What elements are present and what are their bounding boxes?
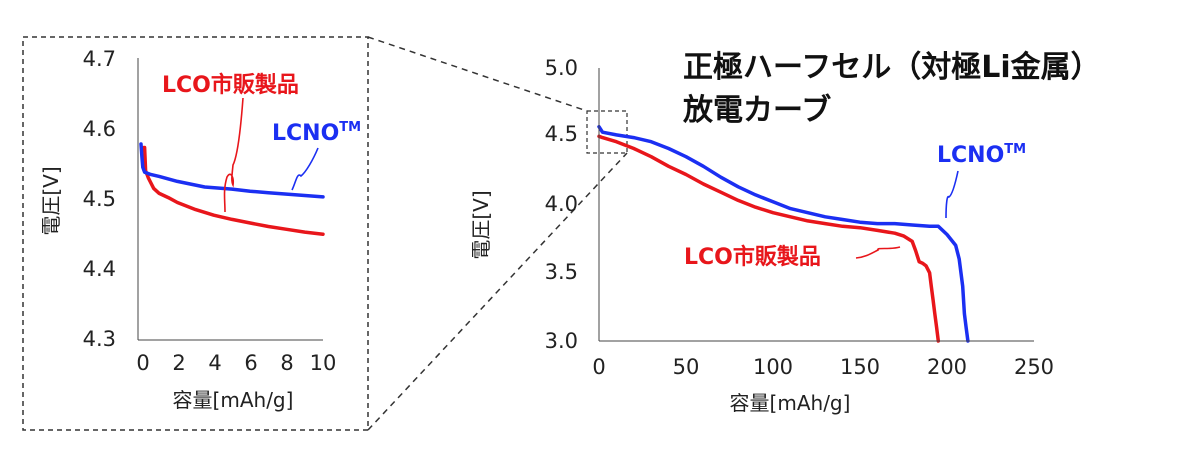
main-x-ticks: 0 50 100 150 200 250: [592, 355, 1054, 379]
main-chart: 正極ハーフセル（対極Li金属） 放電カーブ 5.0 4.5 4.0 3.5 3.…: [469, 50, 1101, 415]
inset-xtick-label: 10: [310, 351, 337, 375]
main-ytick-label: 3.5: [545, 260, 578, 284]
main-ytick-label: 3.0: [545, 329, 578, 353]
inset-lcno-label-sup: TM: [339, 120, 361, 135]
main-y-ticks: 5.0 4.5 4.0 3.5 3.0: [545, 56, 578, 353]
inset-lcno-leader: [291, 147, 319, 191]
inset-lcno-label: LCNOTM: [272, 120, 361, 146]
inset-lco-label: LCO市販製品: [162, 72, 299, 98]
main-xtick-label: 250: [1014, 355, 1054, 379]
chart-title-line-1: 正極ハーフセル（対極Li金属）: [683, 50, 1101, 85]
inset-lcno-label-base: LCNO: [272, 121, 339, 146]
inset-lco-leader: [223, 97, 244, 213]
main-xtick-label: 0: [592, 355, 605, 379]
inset-frame: [22, 36, 369, 431]
main-series-line-lcno: [597, 124, 970, 343]
main-xtick-label: 200: [927, 355, 967, 379]
inset-x-axis-label: 容量[mAh/g]: [173, 388, 294, 412]
main-lcno-label-base: LCNO: [937, 143, 1004, 168]
inset-xtick-label: 6: [244, 351, 257, 375]
main-xtick-label: 150: [840, 355, 880, 379]
inset-xtick-label: 0: [136, 351, 149, 375]
zoom-box: [586, 110, 628, 154]
inset-xtick-label: 8: [280, 351, 293, 375]
inset-chart: 4.7 4.6 4.5 4.4 4.3 0 2 4 6 8 10 容量[mAh/…: [39, 47, 361, 412]
main-lco-leader: [855, 246, 901, 259]
inset-y-axis-label: 電圧[V]: [39, 166, 63, 235]
chart-title-line-2: 放電カーブ: [682, 93, 831, 128]
main-series-line-lco: [597, 134, 941, 343]
main-xtick-label: 100: [753, 355, 793, 379]
main-y-axis-label: 電圧[V]: [469, 190, 493, 259]
zoom-connector-top: [367, 36, 588, 112]
main-lco-label: LCO市販製品: [684, 244, 821, 270]
inset-y-ticks: 4.7 4.6 4.5 4.4 4.3: [83, 47, 116, 351]
inset-ytick-label: 4.7: [83, 47, 116, 71]
main-lcno-label-sup: TM: [1004, 142, 1026, 157]
main-ytick-label: 5.0: [545, 56, 578, 80]
main-xtick-label: 50: [673, 355, 700, 379]
inset-ytick-label: 4.6: [83, 117, 116, 141]
main-series: [597, 124, 970, 343]
inset-x-ticks: 0 2 4 6 8 10: [136, 351, 336, 375]
main-lcno-leader: [945, 170, 959, 219]
inset-series-line-lco: [141, 145, 325, 236]
inset-xtick-label: 2: [172, 351, 185, 375]
inset-ytick-label: 4.5: [83, 187, 116, 211]
main-x-axis-label: 容量[mAh/g]: [730, 391, 851, 415]
main-ytick-label: 4.0: [545, 192, 578, 216]
inset-series-line-lcno: [139, 142, 325, 199]
inset-series: [139, 142, 325, 236]
inset-xtick-label: 4: [208, 351, 221, 375]
main-lcno-label: LCNOTM: [937, 142, 1026, 168]
inset-ytick-label: 4.4: [83, 257, 116, 281]
main-ytick-label: 4.5: [545, 122, 578, 146]
inset-ytick-label: 4.3: [83, 327, 116, 351]
zoom-connector-bottom: [367, 152, 628, 431]
